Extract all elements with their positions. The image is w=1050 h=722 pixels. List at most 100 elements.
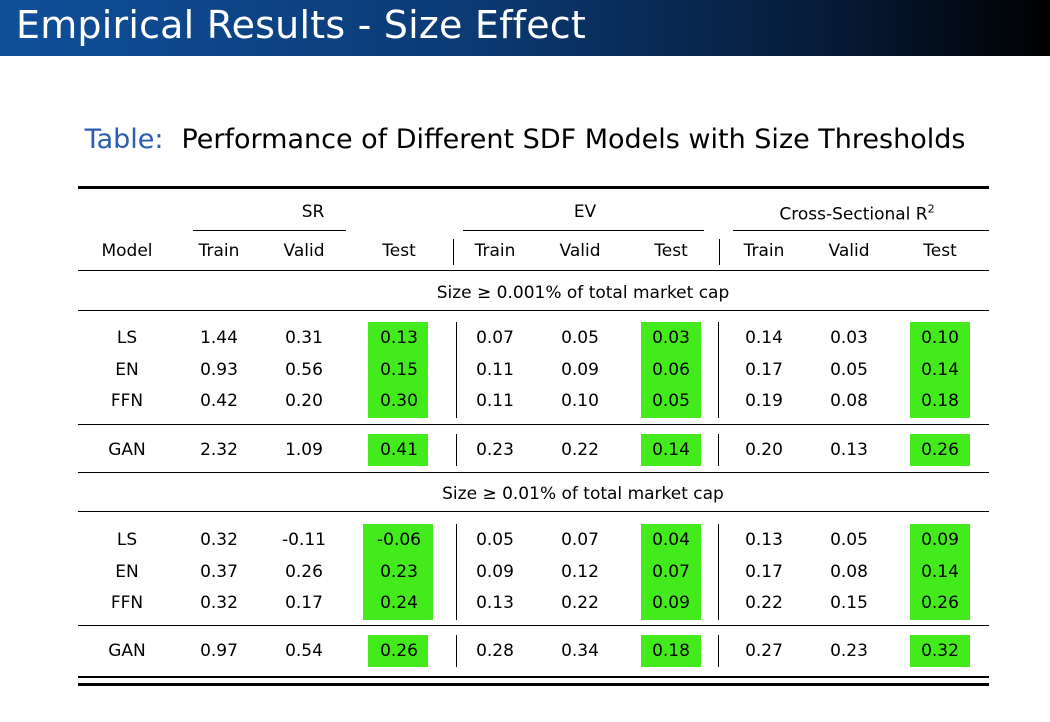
- cell-sr-valid: -0.11: [282, 530, 326, 550]
- header-rule: [78, 270, 989, 271]
- cell-ev-train: 0.13: [476, 593, 514, 613]
- bottom-rule-2: [78, 683, 989, 686]
- row-model-label: LS: [116, 530, 138, 550]
- col-header-r2-train: Train: [743, 241, 785, 261]
- s2-separator-1: [456, 524, 457, 620]
- cell-r2-test: 0.32: [921, 641, 959, 661]
- cell-sr-test: 0.24: [380, 593, 418, 613]
- cell-sr-test: 0.13: [380, 328, 418, 348]
- cell-sr-valid: 0.54: [285, 641, 323, 661]
- s2-gan-separator-2: [718, 635, 719, 667]
- cell-ev-test: 0.14: [652, 440, 690, 460]
- cell-sr-valid: 0.31: [285, 328, 323, 348]
- cell-ev-test: 0.03: [652, 328, 690, 348]
- highlight-s1-ev-test: [641, 322, 701, 418]
- col-header-model: Model: [101, 241, 153, 261]
- cell-sr-test: 0.15: [380, 360, 418, 380]
- section1-title: Size ≥ 0.001% of total market cap: [436, 283, 730, 303]
- cell-ev-valid: 0.22: [561, 440, 599, 460]
- cell-sr-train: 2.32: [200, 440, 238, 460]
- cell-r2-test: 0.26: [921, 593, 959, 613]
- section2-title-rule: [78, 511, 989, 512]
- cell-ev-train: 0.11: [476, 360, 514, 380]
- caption-label: Table:: [84, 124, 164, 155]
- cell-sr-test: -0.06: [377, 530, 421, 550]
- cell-r2-valid: 0.05: [830, 360, 868, 380]
- cell-r2-train: 0.19: [745, 391, 783, 411]
- cell-ev-valid: 0.22: [561, 593, 599, 613]
- cell-r2-train: 0.14: [745, 328, 783, 348]
- cell-r2-train: 0.22: [745, 593, 783, 613]
- section2-title: Size ≥ 0.01% of total market cap: [442, 484, 724, 504]
- cell-ev-test: 0.09: [652, 593, 690, 613]
- cell-ev-train: 0.05: [476, 530, 514, 550]
- cell-ev-test: 0.18: [652, 641, 690, 661]
- r2-group-rule: [733, 230, 989, 231]
- section2-gan-rule-top: [78, 625, 989, 626]
- s1-gan-separator-1: [456, 434, 457, 466]
- row-model-label: GAN: [108, 440, 146, 460]
- cell-ev-train: 0.09: [476, 562, 514, 582]
- section1-gan-rule-top: [78, 424, 989, 425]
- cell-sr-train: 0.37: [200, 562, 238, 582]
- header-separator-2: [719, 239, 720, 265]
- cell-sr-valid: 0.17: [285, 593, 323, 613]
- col-header-ev-test: Test: [654, 241, 688, 261]
- highlight-s1-gan-sr-test: [368, 434, 428, 466]
- s2-gan-separator-1: [456, 635, 457, 667]
- col-header-r2-test: Test: [923, 241, 957, 261]
- section1-bottom-rule: [78, 472, 989, 473]
- highlight-s2-sr-test: [363, 524, 433, 620]
- group-header-r2: Cross-Sectional R2: [779, 202, 935, 225]
- cell-ev-valid: 0.09: [561, 360, 599, 380]
- cell-sr-valid: 1.09: [285, 440, 323, 460]
- row-model-label: LS: [116, 328, 138, 348]
- cell-ev-train: 0.28: [476, 641, 514, 661]
- col-header-r2-valid: Valid: [828, 241, 870, 261]
- cell-r2-valid: 0.15: [830, 593, 868, 613]
- col-header-ev-valid: Valid: [559, 241, 601, 261]
- highlight-s2-r2-test: [910, 524, 970, 620]
- cell-r2-valid: 0.13: [830, 440, 868, 460]
- s1-separator-2: [718, 322, 719, 418]
- cell-r2-valid: 0.08: [830, 562, 868, 582]
- s2-separator-2: [718, 524, 719, 620]
- cell-sr-train: 0.32: [200, 530, 238, 550]
- cell-sr-test: 0.23: [380, 562, 418, 582]
- cell-ev-valid: 0.12: [561, 562, 599, 582]
- cell-ev-train: 0.23: [476, 440, 514, 460]
- cell-sr-valid: 0.56: [285, 360, 323, 380]
- highlight-s1-sr-test: [368, 322, 428, 418]
- cell-r2-test: 0.14: [921, 360, 959, 380]
- slide-title: Empirical Results - Size Effect: [16, 3, 587, 47]
- cell-sr-train: 0.32: [200, 593, 238, 613]
- col-header-sr-train: Train: [198, 241, 240, 261]
- cell-ev-test: 0.06: [652, 360, 690, 380]
- row-model-label: EN: [115, 360, 139, 380]
- cell-r2-train: 0.17: [745, 562, 783, 582]
- s1-gan-separator-2: [718, 434, 719, 466]
- cell-sr-train: 1.44: [200, 328, 238, 348]
- cell-r2-train: 0.17: [745, 360, 783, 380]
- highlight-s2-gan-r2-test: [910, 635, 970, 667]
- highlight-s2-gan-ev-test: [641, 635, 701, 667]
- cell-sr-valid: 0.20: [285, 391, 323, 411]
- cell-sr-train: 0.42: [200, 391, 238, 411]
- highlight-s2-gan-sr-test: [368, 635, 428, 667]
- cell-ev-valid: 0.07: [561, 530, 599, 550]
- cell-sr-train: 0.93: [200, 360, 238, 380]
- row-model-label: EN: [115, 562, 139, 582]
- cell-ev-valid: 0.10: [561, 391, 599, 411]
- group-header-sr: SR: [301, 202, 325, 222]
- highlight-s1-r2-test: [910, 322, 970, 418]
- col-header-sr-valid: Valid: [283, 241, 325, 261]
- cell-r2-test: 0.14: [921, 562, 959, 582]
- cell-r2-test: 0.18: [921, 391, 959, 411]
- top-rule: [78, 186, 989, 189]
- cell-sr-valid: 0.26: [285, 562, 323, 582]
- header-separator-1: [453, 239, 454, 265]
- bottom-rule-1: [78, 676, 989, 678]
- cell-sr-test: 0.30: [380, 391, 418, 411]
- cell-ev-test: 0.07: [652, 562, 690, 582]
- cell-r2-valid: 0.08: [830, 391, 868, 411]
